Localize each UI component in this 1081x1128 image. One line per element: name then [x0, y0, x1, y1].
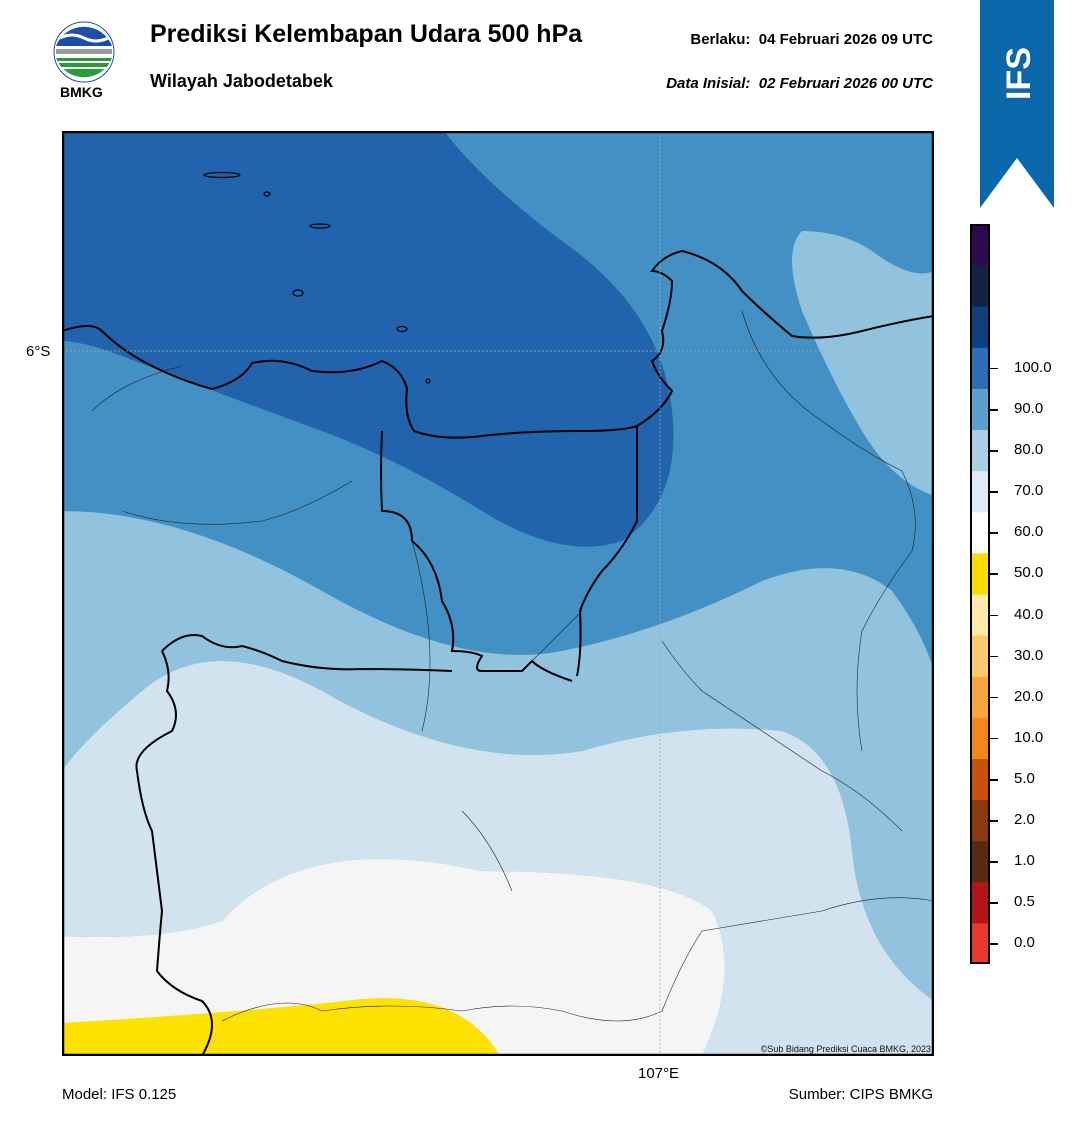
valid-time-label: Berlaku: 04 Februari 2026 09 UTC: [690, 31, 933, 48]
source-label: Sumber: CIPS BMKG: [788, 1086, 933, 1103]
coastline-east: [636, 249, 935, 427]
longitude-label: 107°E: [638, 1065, 680, 1082]
colorbar-segment: [970, 594, 990, 636]
island: [396, 325, 408, 333]
colorbar-segment: [970, 347, 990, 389]
island: [292, 289, 304, 297]
colorbar-tick-label: 30.0: [1014, 646, 1044, 664]
copyright-text: ©Sub Bidang Prediksi Cuaca BMKG, 2023: [760, 1044, 931, 1054]
colorbar-tick: [990, 737, 998, 740]
band-70-80: [62, 131, 674, 547]
island: [309, 223, 331, 229]
province-boundary-south: [161, 634, 453, 672]
ifs-banner-text: IFS: [1000, 47, 1038, 100]
colorbar-segment: [970, 758, 990, 801]
colorbar-tick: [990, 779, 998, 781]
colorbar-segment: [970, 676, 990, 718]
colorbar-tick-label: 10.0: [1014, 728, 1044, 746]
logo-text: BMKG: [60, 84, 103, 100]
island: [425, 378, 431, 384]
band-40-50: [62, 661, 934, 1056]
init-label: Data Inisial:: [666, 75, 751, 92]
colorbar-tick: [990, 573, 998, 575]
colorbar-tick: [990, 820, 998, 822]
region-subtitle: Wilayah Jabodetabek: [150, 71, 333, 91]
colorbar-tick-label: 2.0: [1014, 811, 1035, 829]
map-border: [61, 130, 935, 1057]
colorbar-segment: [970, 922, 990, 965]
colorbar-tick: [990, 367, 998, 370]
ifs-banner: IFS: [980, 0, 1054, 210]
colorbar-segment: [970, 635, 990, 677]
colorbar-segment: [970, 511, 990, 554]
coastline: [61, 325, 638, 677]
colorbar-border: [970, 224, 990, 964]
colorbar-segment: [970, 881, 990, 924]
colorbar-tick-label: 1.0: [1014, 852, 1035, 870]
colorbar-segment: [970, 717, 990, 759]
colorbar-tick-label: 40.0: [1014, 605, 1044, 623]
district-boundaries: [91, 310, 935, 1022]
colorbar-segment: [970, 388, 990, 431]
colorbar-tick-label: 5.0: [1014, 770, 1035, 787]
humidity-map: [61, 130, 935, 1057]
band-30-40: [62, 858, 725, 1056]
band-50-60-mid: [62, 511, 934, 1001]
colorbar-segment: [970, 840, 990, 883]
colorbar-tick: [990, 614, 998, 617]
colorbar-tick-label: 80.0: [1014, 441, 1044, 459]
island: [203, 171, 241, 179]
ifs-banner-shape: [980, 0, 1054, 208]
colorbar-tick: [990, 409, 998, 411]
colorbar-tick-label: 50.0: [1014, 564, 1044, 582]
colorbar-segment: [970, 470, 990, 513]
humidity-map-svg: [61, 130, 935, 1057]
page-title: Prediksi Kelembapan Udara 500 hPa: [150, 20, 583, 48]
colorbar-segment: [970, 306, 990, 348]
island: [263, 191, 271, 197]
province-boundary-west: [135, 650, 213, 1057]
band-20-30: [62, 998, 500, 1056]
valid-label: Berlaku:: [690, 31, 751, 48]
colorbar-tick-label: 60.0: [1014, 523, 1044, 541]
colorbar-tick: [990, 943, 998, 945]
init-time: 02 Februari 2026 00 UTC: [758, 75, 933, 92]
latitude-label: 6°S: [26, 343, 51, 360]
colorbar-tick: [990, 450, 998, 452]
colorbar: [970, 224, 990, 965]
colorbar-tick: [990, 902, 998, 904]
bmkg-logo-icon: [53, 21, 115, 83]
colorbar-segment: [970, 429, 990, 472]
colorbar-tick-label: 90.0: [1014, 400, 1044, 417]
colorbar-tick-label: 100.0: [1014, 358, 1052, 376]
colorbar-tick: [990, 655, 998, 658]
model-label: Model: IFS 0.125: [62, 1086, 177, 1103]
colorbar-tick: [990, 861, 998, 863]
colorbar-tick-label: 20.0: [1014, 687, 1044, 705]
colorbar-tick-label: 0.5: [1014, 893, 1035, 911]
colorbar-segment: [970, 552, 990, 595]
colorbar-segment: [970, 224, 990, 266]
colorbar-segment: [970, 799, 990, 842]
province-boundary: [380, 430, 573, 682]
colorbar-svg: [970, 224, 990, 965]
colorbar-tick-label: 70.0: [1014, 482, 1044, 500]
bmkg-logo: BMKG: [50, 18, 120, 102]
colorbar-segment: [970, 265, 990, 307]
colorbar-tick: [990, 532, 998, 534]
init-time-label: Data Inisial: 02 Februari 2026 00 UTC: [666, 75, 933, 92]
colorbar-tick-label: 0.0: [1014, 934, 1035, 952]
colorbar-tick: [990, 696, 998, 699]
valid-time: 04 Februari 2026 09 UTC: [758, 31, 933, 48]
colorbar-tick: [990, 491, 998, 493]
band-50-60-ne: [792, 231, 934, 496]
